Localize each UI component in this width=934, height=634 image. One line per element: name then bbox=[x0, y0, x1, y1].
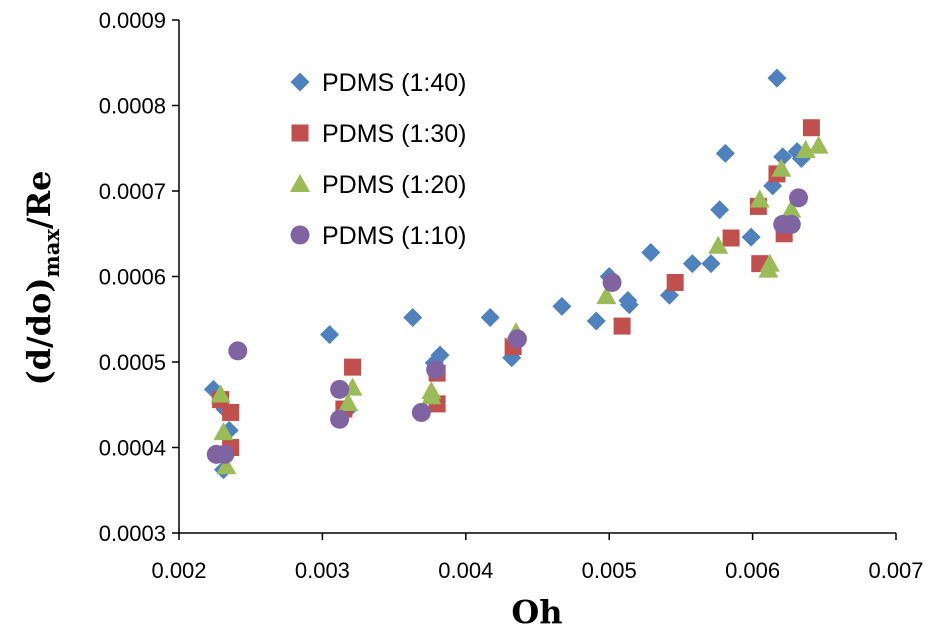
x-tick-label: 0.005 bbox=[582, 558, 637, 583]
y-tick-label: 0.0008 bbox=[99, 94, 166, 119]
y-tick-label: 0.0003 bbox=[99, 521, 166, 546]
data-point-circle bbox=[426, 360, 446, 380]
y-tick-label: 0.0009 bbox=[99, 8, 166, 33]
data-point-diamond bbox=[682, 254, 702, 274]
data-point-square bbox=[613, 317, 631, 335]
data-point-square bbox=[722, 229, 740, 247]
legend-marker-triangle bbox=[290, 174, 310, 192]
plot-area bbox=[203, 68, 829, 480]
data-point-circle bbox=[228, 341, 248, 361]
legend-item: PDMS (1:30) bbox=[291, 120, 466, 148]
x-tick-label: 0.003 bbox=[295, 558, 350, 583]
x-tick-label: 0.006 bbox=[725, 558, 780, 583]
y-axis-title-main: (d/do) bbox=[20, 277, 58, 385]
data-point-diamond bbox=[430, 345, 450, 365]
data-point-triangle bbox=[781, 199, 802, 218]
data-point-diamond bbox=[701, 254, 721, 274]
data-point-triangle bbox=[808, 135, 829, 154]
data-point-triangle bbox=[749, 189, 770, 208]
axis-titles: Oh (d/do)max/Re bbox=[20, 170, 563, 631]
data-point-diamond bbox=[586, 311, 606, 331]
y-tick-label: 0.0007 bbox=[99, 179, 166, 204]
x-tick-label: 0.004 bbox=[438, 558, 493, 583]
series-1 bbox=[212, 119, 820, 456]
y-axis-title-sub: max bbox=[39, 229, 64, 278]
data-point-square bbox=[666, 273, 684, 291]
legend-item: PDMS (1:10) bbox=[290, 222, 466, 250]
data-point-triangle bbox=[213, 422, 234, 441]
data-point-diamond bbox=[710, 200, 730, 220]
data-point-diamond bbox=[320, 325, 340, 345]
legend: PDMS (1:40) PDMS (1:30) PDMS (1:20) PDMS (1… bbox=[290, 69, 466, 250]
data-point-triangle bbox=[216, 456, 237, 475]
data-point-diamond bbox=[480, 308, 500, 328]
series-3 bbox=[206, 188, 808, 464]
legend-label: PDMS (1:10) bbox=[322, 222, 466, 250]
data-point-triangle bbox=[338, 393, 359, 412]
legend-label: PDMS (1:40) bbox=[322, 69, 466, 97]
data-point-triangle bbox=[708, 235, 729, 254]
data-point-diamond bbox=[715, 143, 735, 163]
data-point-circle bbox=[788, 188, 808, 208]
data-point-circle bbox=[411, 402, 431, 422]
legend-item: PDMS (1:20) bbox=[290, 171, 466, 199]
data-point-triangle bbox=[771, 158, 792, 177]
data-point-diamond bbox=[773, 147, 793, 167]
data-point-triangle bbox=[759, 253, 780, 272]
data-point-diamond bbox=[767, 68, 787, 88]
data-point-circle bbox=[215, 444, 235, 464]
y-axis-title-tail: /Re bbox=[20, 170, 58, 229]
data-point-circle bbox=[602, 272, 622, 292]
legend-label: PDMS (1:20) bbox=[322, 171, 466, 199]
y-tick-label: 0.0004 bbox=[99, 436, 166, 461]
data-point-square bbox=[802, 119, 820, 137]
legend-item: PDMS (1:40) bbox=[290, 69, 466, 97]
y-tick-label: 0.0005 bbox=[99, 350, 166, 375]
x-tick-label: 0.007 bbox=[868, 558, 923, 583]
legend-marker-diamond bbox=[290, 72, 310, 92]
y-axis-title: (d/do)max/Re bbox=[20, 170, 64, 385]
data-point-diamond bbox=[403, 308, 423, 328]
data-point-square bbox=[344, 358, 362, 376]
y-tick-label: 0.0006 bbox=[99, 265, 166, 290]
data-point-circle bbox=[781, 214, 801, 234]
data-point-square bbox=[222, 403, 240, 421]
data-point-circle bbox=[330, 379, 350, 399]
data-point-diamond bbox=[552, 296, 572, 316]
data-point-circle bbox=[507, 329, 527, 349]
legend-label: PDMS (1:30) bbox=[322, 120, 466, 148]
axes: 0.0003 0.0004 0.0005 0.0006 0.0007 0.0008 0.00… bbox=[99, 8, 924, 583]
data-point-diamond bbox=[641, 243, 661, 263]
legend-marker-square bbox=[291, 124, 309, 142]
data-point-circle bbox=[330, 409, 350, 429]
legend-marker-circle bbox=[290, 225, 310, 245]
data-point-diamond bbox=[619, 295, 639, 315]
x-axis-title: Oh bbox=[511, 593, 562, 631]
data-point-triangle bbox=[210, 384, 231, 403]
data-point-triangle bbox=[596, 286, 617, 305]
x-tick-label: 0.002 bbox=[151, 558, 206, 583]
data-point-triangle bbox=[421, 381, 442, 400]
data-point-diamond bbox=[741, 227, 761, 247]
